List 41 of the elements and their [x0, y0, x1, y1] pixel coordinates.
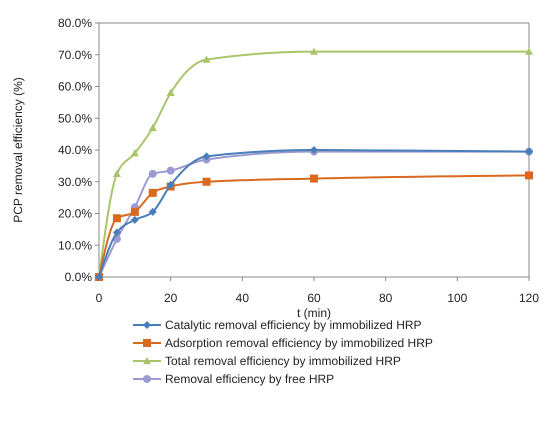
x-tick-label: 40 [236, 291, 250, 305]
point [148, 170, 157, 178]
point [525, 171, 533, 180]
y-tick-label: 10.0% [58, 238, 92, 252]
legend-label: Catalytic removal efficiency by immobilized HRP [165, 318, 422, 332]
x-tick-label: 100 [447, 291, 468, 305]
x-axis-title: t (min) [297, 306, 331, 320]
point [148, 188, 157, 197]
point [130, 208, 139, 216]
point [148, 208, 157, 216]
y-tick-label: 40.0% [58, 143, 92, 158]
point [130, 149, 139, 156]
y-tick-label: 80.0% [58, 16, 92, 30]
x-tick-label: 60 [307, 291, 321, 305]
point [202, 152, 210, 160]
point [310, 174, 318, 183]
y-tick-label: 30.0% [58, 174, 92, 189]
x-tick-label: 120 [518, 291, 540, 305]
y-tick-label: 0.0% [64, 270, 92, 284]
point [112, 170, 121, 178]
y-tick-label: 60.0% [58, 80, 92, 94]
point [112, 214, 121, 222]
point [148, 124, 157, 131]
point [166, 88, 175, 96]
point [525, 48, 533, 55]
point [166, 166, 175, 175]
point [202, 56, 210, 63]
x-tick-label: 20 [164, 291, 178, 305]
point [202, 178, 210, 186]
x-tick-label: 0 [96, 291, 103, 305]
legend-label: Total removal efficiency by immobilized HRP [165, 354, 401, 368]
y-tick-label: 70.0% [58, 48, 92, 62]
y-tick-label: 50.0% [58, 111, 92, 126]
x-tick-label: 80 [378, 291, 393, 305]
point [130, 216, 139, 224]
y-axis-title: PCP removal efficiency (%) [11, 77, 25, 223]
point [310, 48, 318, 55]
y-tick-label: 20.0% [58, 206, 92, 221]
legend-label: Adsorption removal efficiency by immobilized HRP [165, 336, 433, 350]
legend-label: Removal efficiency by free HRP [165, 372, 334, 386]
point [112, 228, 121, 237]
